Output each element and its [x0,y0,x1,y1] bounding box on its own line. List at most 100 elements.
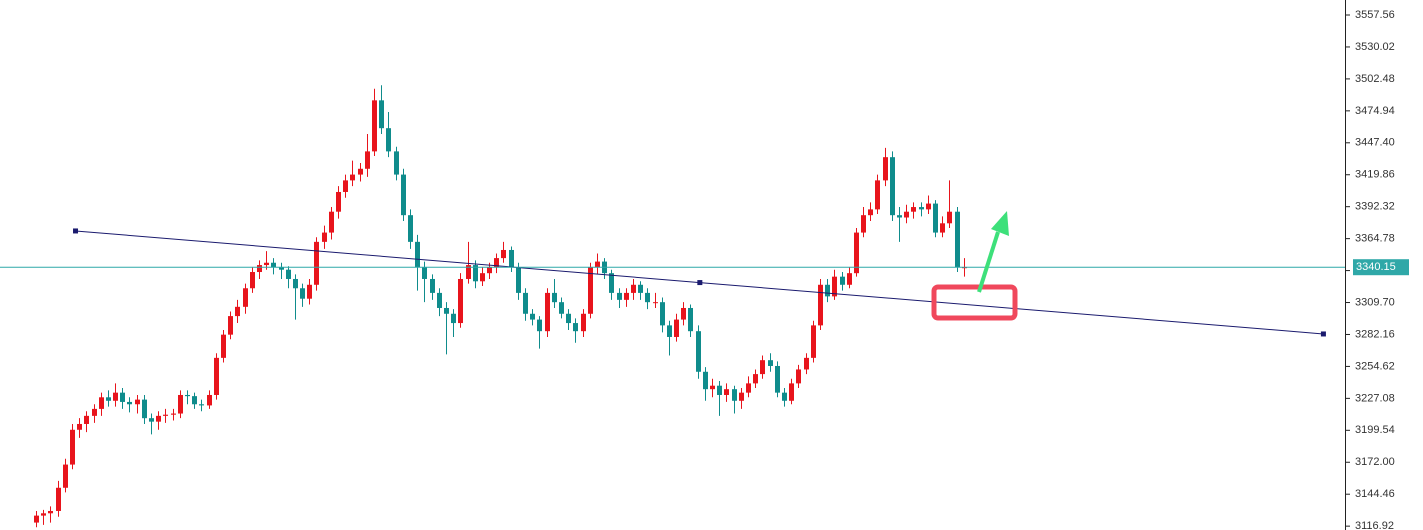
candle-body [660,302,665,326]
candle-body [221,334,226,358]
candle-body [501,249,506,259]
candle-body [688,307,693,332]
candle-body [897,215,902,218]
candle-body [868,209,873,216]
y-tick-label: 3282.16 [1355,328,1395,340]
candle-body [430,278,435,293]
highlight-box [931,284,1018,321]
candle-body [264,262,269,266]
candle-body [358,168,363,175]
candle-body [365,151,370,169]
candle-body [487,267,492,274]
candle-body [120,392,125,402]
y-tick-label: 3144.46 [1355,488,1395,500]
candle-body [401,174,406,216]
candle-body [818,284,823,326]
candle-body [99,397,104,409]
candle-body [710,385,715,390]
y-tick-label: 3557.56 [1355,9,1395,21]
candle-body [314,241,319,285]
candle-body [77,423,82,430]
candle-body [955,211,960,268]
candle-body [609,273,614,293]
candle-body [717,385,722,395]
current-price-box [1353,259,1409,276]
current-price-label: 3340.15 [1356,261,1396,273]
candle-body [904,211,909,218]
candle-body [113,392,118,401]
y-tick-label: 3309.70 [1355,296,1395,308]
candle-body [199,404,204,406]
candle-body [135,399,140,405]
candle-body [106,397,111,401]
candle-body [559,302,564,314]
candle-body [653,302,658,304]
candle-body [760,360,765,375]
candle-body [545,292,550,332]
candle-body [854,232,859,274]
candle-body [537,319,542,332]
candle-body [56,487,61,511]
candle-body [494,258,499,268]
candle-body [156,415,161,422]
candle-body [724,389,729,395]
candle-body [782,392,787,401]
trendline-anchor [697,280,703,286]
candle-body [343,180,348,192]
candle-body [63,464,68,488]
y-tick-label: 3474.94 [1355,105,1395,117]
arrow-shaft [977,231,1000,293]
candle-body [732,389,737,401]
candle-body [509,249,514,268]
candle-body [444,307,449,314]
candle-body [322,232,327,242]
candle-body [832,276,837,297]
candle-body [250,272,255,289]
candle-body [667,325,672,337]
candle-body [775,365,780,393]
candle-body [696,331,701,372]
candle-body [437,292,442,308]
candle-body [840,276,845,285]
candle-body [257,265,262,273]
y-tick-label: 3116.92 [1355,520,1394,530]
candle-body [933,203,938,233]
candle-body [415,241,420,268]
candle-body [552,292,557,303]
y-tick-label: 3392.32 [1355,201,1395,213]
candle-body [825,284,830,297]
y-tick-label: 3419.86 [1355,169,1395,181]
candle-body [279,267,284,270]
y-tick-label: 3502.48 [1355,73,1395,85]
candle-body [940,223,945,233]
candle-body [638,284,643,293]
candle-body [588,267,593,314]
candle-body [573,323,578,332]
candle-body [890,157,895,216]
candle-body [235,306,240,317]
candle-body [847,273,852,285]
candle-body [875,180,880,210]
candle-body [293,278,298,289]
candle-body [789,383,794,401]
arrow-head [991,211,1009,236]
candle-body [530,313,535,320]
candle-body [336,191,341,212]
candle-body [645,292,650,303]
candle-body [228,316,233,335]
candle-body [746,383,751,393]
candle-body [329,211,334,233]
candle-body [811,325,816,358]
y-tick-label: 3530.02 [1355,41,1395,53]
candle-body [595,261,600,268]
candle-body [768,360,773,366]
candle-body [286,269,291,279]
candle-body [516,267,521,293]
candle-body [163,414,168,416]
candle-body [581,313,586,332]
candle-body [926,203,931,210]
candle-body [142,399,147,419]
candle-body [458,278,463,324]
trendline-anchor [73,228,79,234]
